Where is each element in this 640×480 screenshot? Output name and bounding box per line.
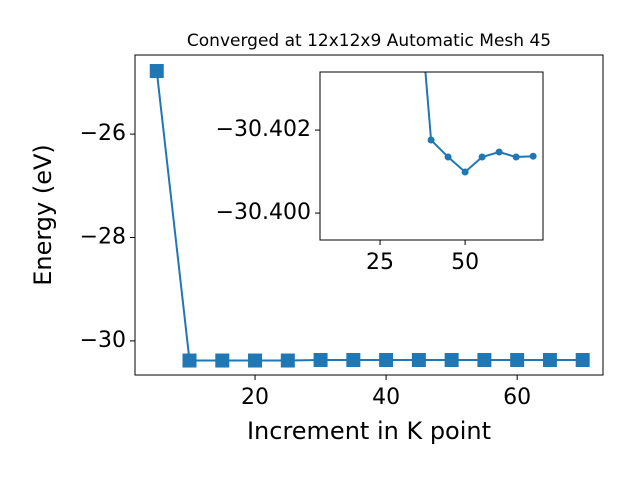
marker (478, 153, 486, 161)
x-tick-label: 60 (503, 385, 531, 410)
x-tick-label: 20 (241, 385, 269, 410)
marker (542, 353, 557, 368)
plot-area (320, 72, 543, 240)
marker (477, 353, 492, 368)
marker (379, 353, 394, 368)
x-tick-label: 40 (372, 385, 400, 410)
y-axis-label: Energy (eV) (29, 144, 57, 286)
y-tick-label: −30.402 (216, 117, 311, 142)
marker (512, 153, 520, 161)
plot-clip (149, 64, 590, 368)
chart-title: Converged at 12x12x9 Automatic Mesh 45 (187, 31, 551, 51)
plot-clip (424, 72, 537, 176)
marker (575, 353, 590, 368)
marker (529, 152, 537, 160)
axes-frame (134, 54, 604, 376)
marker (215, 353, 230, 368)
x-tick-label: 25 (366, 250, 394, 275)
marker (280, 353, 295, 368)
marker (313, 353, 328, 368)
marker (444, 353, 459, 368)
x-tick-label: 50 (451, 250, 479, 275)
y-tick-label: −30 (80, 328, 126, 353)
marker (411, 353, 426, 368)
marker (510, 353, 525, 368)
marker (461, 168, 469, 176)
marker (149, 64, 164, 79)
axes-frame (319, 71, 544, 241)
marker (495, 148, 503, 156)
marker (248, 353, 263, 368)
y-tick-label: −30.400 (216, 200, 311, 225)
y-tick-label: −28 (80, 224, 126, 249)
y-tick-label: −26 (80, 121, 126, 146)
x-axis-label: Increment in K point (247, 417, 491, 445)
marker (427, 136, 435, 144)
marker (444, 153, 452, 161)
marker (182, 353, 197, 368)
marker (346, 353, 361, 368)
